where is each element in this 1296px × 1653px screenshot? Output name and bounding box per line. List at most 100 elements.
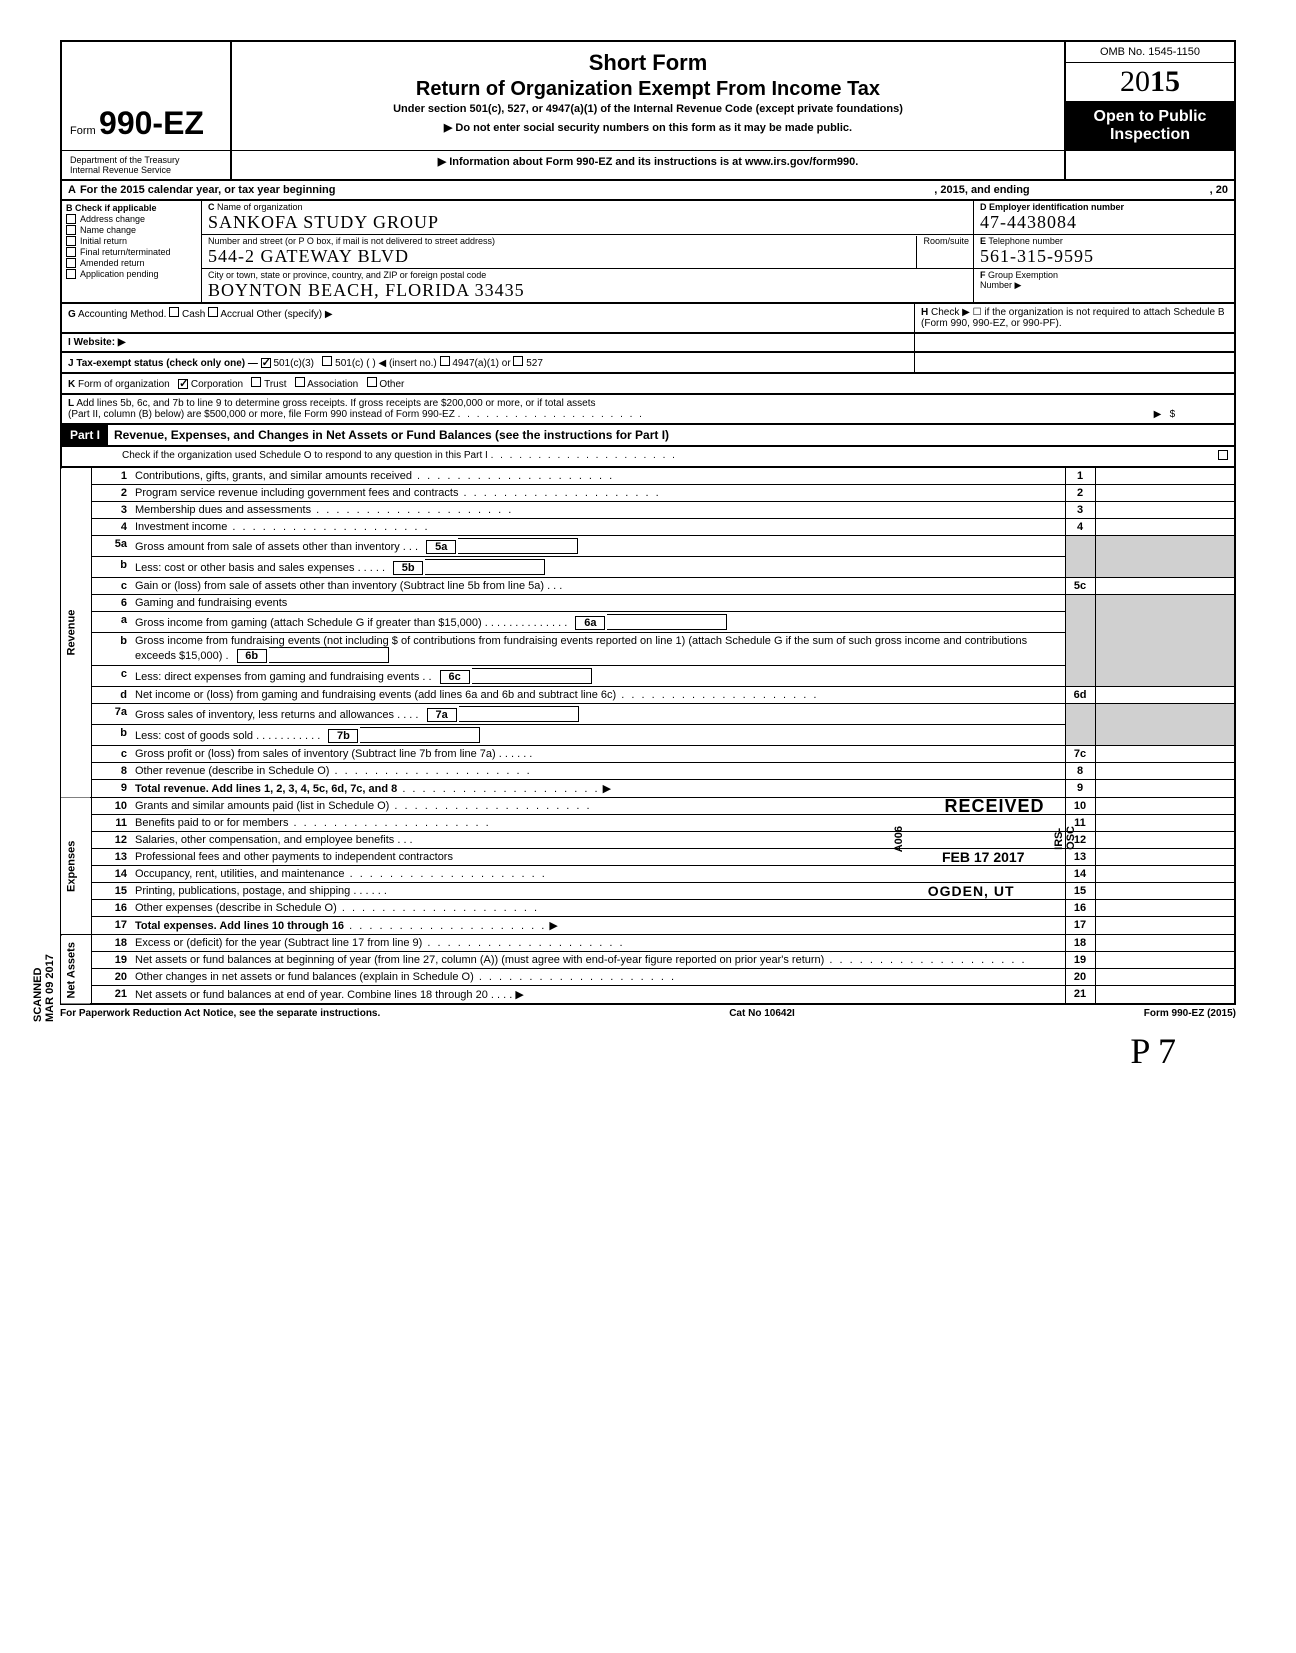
ein-value[interactable]: 47-4438084 — [980, 212, 1077, 232]
omb-number: OMB No. 1545-1150 — [1066, 42, 1234, 63]
cb-501c[interactable] — [322, 356, 332, 366]
org-city-value[interactable]: BOYNTON BEACH, FLORIDA 33435 — [208, 280, 525, 300]
cb-name-change[interactable]: Name change — [66, 225, 197, 235]
line-18: Net Assets 18 Excess or (deficit) for th… — [61, 935, 1235, 952]
cb-pending[interactable]: Application pending — [66, 269, 197, 279]
cb-corporation[interactable] — [178, 379, 188, 389]
amt-10[interactable] — [1095, 798, 1235, 815]
line-6: 6 Gaming and fundraising events — [61, 595, 1235, 612]
instruction-ssn: ▶ Do not enter social security numbers o… — [244, 121, 1052, 134]
sub-6c[interactable] — [472, 668, 592, 684]
cb-501c3[interactable] — [261, 358, 271, 368]
line-15: 15 Printing, publications, postage, and … — [61, 883, 1235, 900]
form-number-cell: Form 990-EZ — [62, 42, 232, 150]
section-i: I Website: ▶ — [62, 334, 914, 351]
amt-13[interactable] — [1095, 849, 1235, 866]
amt-1[interactable] — [1095, 468, 1235, 485]
amt-16[interactable] — [1095, 900, 1235, 917]
part1-title: Revenue, Expenses, and Changes in Net As… — [108, 425, 675, 445]
info-link: ▶ Information about Form 990-EZ and its … — [232, 151, 1064, 179]
amt-6d[interactable] — [1095, 687, 1235, 704]
footer-right: Form 990-EZ (2015) — [1144, 1008, 1236, 1019]
org-city-row: City or town, state or province, country… — [202, 269, 973, 302]
form-header: Form 990-EZ Short Form Return of Organiz… — [60, 40, 1236, 150]
footer-middle: Cat No 10642I — [729, 1008, 795, 1019]
cb-4947[interactable] — [440, 356, 450, 366]
cb-other-org[interactable] — [367, 377, 377, 387]
sub-5a[interactable] — [458, 538, 578, 554]
part1-label: Part I — [62, 425, 108, 445]
amt-17[interactable] — [1095, 917, 1235, 935]
org-name-row: C Name of organization SANKOFA STUDY GRO… — [202, 201, 973, 235]
footer: For Paperwork Reduction Act Notice, see … — [60, 1005, 1236, 1022]
line-3: 3 Membership dues and assessments 3 — [61, 502, 1235, 519]
line-9: 9 Total revenue. Add lines 1, 2, 3, 4, 5… — [61, 780, 1235, 798]
sub-7a[interactable] — [459, 706, 579, 722]
amt-12[interactable] — [1095, 832, 1235, 849]
cb-final-return[interactable]: Final return/terminated — [66, 247, 197, 257]
section-j: J Tax-exempt status (check only one) — 5… — [60, 353, 1236, 374]
line-10: Expenses 10 Grants and similar amounts p… — [61, 798, 1235, 815]
amt-21[interactable] — [1095, 986, 1235, 1005]
amt-2[interactable] — [1095, 485, 1235, 502]
sub-7b[interactable] — [360, 727, 480, 743]
section-def: D Employer identification number 47-4438… — [974, 201, 1234, 302]
subtitle: Under section 501(c), 527, or 4947(a)(1)… — [244, 103, 1052, 115]
amt-15[interactable] — [1095, 883, 1235, 900]
section-g: G Accounting Method. Cash Accrual Other … — [62, 304, 914, 332]
phone-value[interactable]: 561-315-9595 — [980, 246, 1094, 266]
amt-5c[interactable] — [1095, 578, 1235, 595]
line-6a: a Gross income from gaming (attach Sched… — [61, 612, 1235, 633]
line-6d: d Net income or (loss) from gaming and f… — [61, 687, 1235, 704]
cb-527[interactable] — [513, 356, 523, 366]
amt-19[interactable] — [1095, 952, 1235, 969]
cb-amended[interactable]: Amended return — [66, 258, 197, 268]
section-d: D Employer identification number 47-4438… — [974, 201, 1234, 235]
amt-7c[interactable] — [1095, 746, 1235, 763]
line-19: 19 Net assets or fund balances at beginn… — [61, 952, 1235, 969]
cb-initial-return[interactable]: Initial return — [66, 236, 197, 246]
omb-cell: OMB No. 1545-1150 2015 Open to Public In… — [1064, 42, 1234, 150]
sub-6a[interactable] — [607, 614, 727, 630]
amt-3[interactable] — [1095, 502, 1235, 519]
amt-8[interactable] — [1095, 763, 1235, 780]
stamp-ogden: OGDEN, UT — [928, 883, 1015, 899]
footer-left: For Paperwork Reduction Act Notice, see … — [60, 1008, 380, 1019]
short-form-label: Short Form — [244, 50, 1052, 76]
amt-20[interactable] — [1095, 969, 1235, 986]
amt-14[interactable] — [1095, 866, 1235, 883]
org-addr-value[interactable]: 544-2 GATEWAY BLVD — [208, 246, 409, 266]
section-gh: G Accounting Method. Cash Accrual Other … — [60, 304, 1236, 334]
line-7c: c Gross profit or (loss) from sales of i… — [61, 746, 1235, 763]
part1-check: Check if the organization used Schedule … — [60, 447, 1236, 468]
sub-5b[interactable] — [425, 559, 545, 575]
amt-4[interactable] — [1095, 519, 1235, 536]
amt-11[interactable] — [1095, 815, 1235, 832]
line-6b: b Gross income from fundraising events (… — [61, 633, 1235, 666]
entity-info: B Check if applicable Address change Nam… — [60, 201, 1236, 304]
cb-trust[interactable] — [251, 377, 261, 387]
line-17: 17 Total expenses. Add lines 10 through … — [61, 917, 1235, 935]
line-1: Revenue 1 Contributions, gifts, grants, … — [61, 468, 1235, 485]
dept-row: Department of the Treasury Internal Reve… — [60, 150, 1236, 181]
part1-header: Part I Revenue, Expenses, and Changes in… — [60, 425, 1236, 447]
cb-address-change[interactable]: Address change — [66, 214, 197, 224]
cb-accrual[interactable] — [208, 307, 218, 317]
cb-cash[interactable] — [169, 307, 179, 317]
cb-schedule-o[interactable] — [1218, 450, 1228, 460]
amt-9[interactable] — [1095, 780, 1235, 798]
amt-18[interactable] — [1095, 935, 1235, 952]
line-16: 16 Other expenses (describe in Schedule … — [61, 900, 1235, 917]
section-a: A For the 2015 calendar year, or tax yea… — [60, 181, 1236, 201]
cb-association[interactable] — [295, 377, 305, 387]
revenue-label: Revenue — [61, 468, 91, 798]
form-page: Form 990-EZ Short Form Return of Organiz… — [60, 40, 1236, 1022]
line-6c: c Less: direct expenses from gaming and … — [61, 666, 1235, 687]
org-name-value[interactable]: SANKOFA STUDY GROUP — [208, 212, 439, 232]
section-h: H Check ▶ ☐ if the organization is not r… — [914, 304, 1234, 332]
sub-6b[interactable] — [269, 647, 389, 663]
line-7b: b Less: cost of goods sold . . . . . . .… — [61, 725, 1235, 746]
section-l: L Add lines 5b, 6c, and 7b to line 9 to … — [60, 395, 1236, 425]
section-i-row: I Website: ▶ — [60, 334, 1236, 353]
line-4: 4 Investment income 4 — [61, 519, 1235, 536]
